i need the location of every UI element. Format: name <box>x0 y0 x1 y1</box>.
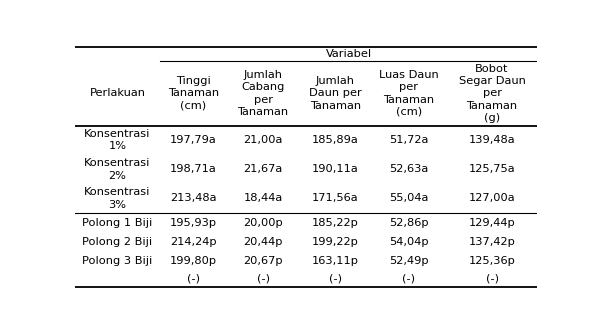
Text: 20,00p: 20,00p <box>243 217 283 227</box>
Text: 21,67a: 21,67a <box>244 164 283 174</box>
Text: Konsentrasi
1%: Konsentrasi 1% <box>84 129 150 151</box>
Text: 185,89a: 185,89a <box>312 135 359 145</box>
Text: 198,71a: 198,71a <box>170 164 217 174</box>
Text: 195,93p: 195,93p <box>170 217 217 227</box>
Text: 52,49p: 52,49p <box>389 256 429 265</box>
Text: 127,00a: 127,00a <box>469 193 515 204</box>
Text: Polong 3 Biji: Polong 3 Biji <box>82 256 153 265</box>
Text: 125,36p: 125,36p <box>469 256 515 265</box>
Text: Konsentrasi
3%: Konsentrasi 3% <box>84 187 150 210</box>
Text: 20,67p: 20,67p <box>244 256 283 265</box>
Text: 139,48a: 139,48a <box>469 135 515 145</box>
Text: (-): (-) <box>485 273 498 284</box>
Text: 213,48a: 213,48a <box>170 193 217 204</box>
Text: 199,22p: 199,22p <box>312 237 359 247</box>
Text: 51,72a: 51,72a <box>389 135 429 145</box>
Text: Tinggi
Tanaman
(cm): Tinggi Tanaman (cm) <box>168 76 219 111</box>
Text: Jumlah
Cabang
per
Tanaman: Jumlah Cabang per Tanaman <box>238 70 289 117</box>
Text: Konsentrasi
2%: Konsentrasi 2% <box>84 158 150 180</box>
Text: Variabel: Variabel <box>326 49 372 59</box>
Text: Polong 1 Biji: Polong 1 Biji <box>82 217 153 227</box>
Text: (-): (-) <box>257 273 270 284</box>
Text: Bobot
Segar Daun
per
Tanaman
(g): Bobot Segar Daun per Tanaman (g) <box>458 64 525 123</box>
Text: 214,24p: 214,24p <box>170 237 217 247</box>
Text: 55,04a: 55,04a <box>389 193 429 204</box>
Text: 185,22p: 185,22p <box>312 217 359 227</box>
Text: (-): (-) <box>402 273 416 284</box>
Text: 20,44p: 20,44p <box>244 237 283 247</box>
Text: 163,11p: 163,11p <box>312 256 359 265</box>
Text: Jumlah
Daun per
Tanaman: Jumlah Daun per Tanaman <box>309 76 362 111</box>
Text: (-): (-) <box>329 273 342 284</box>
Text: (-): (-) <box>187 273 200 284</box>
Text: 171,56a: 171,56a <box>312 193 359 204</box>
Text: Luas Daun
per
Tanaman
(cm): Luas Daun per Tanaman (cm) <box>379 70 439 117</box>
Text: 199,80p: 199,80p <box>170 256 217 265</box>
Text: Polong 2 Biji: Polong 2 Biji <box>82 237 152 247</box>
Text: Perlakuan: Perlakuan <box>90 88 146 98</box>
Text: 125,75a: 125,75a <box>469 164 515 174</box>
Text: 54,04p: 54,04p <box>389 237 429 247</box>
Text: 190,11a: 190,11a <box>312 164 359 174</box>
Text: 129,44p: 129,44p <box>469 217 515 227</box>
Text: 52,63a: 52,63a <box>389 164 429 174</box>
Text: 137,42p: 137,42p <box>469 237 515 247</box>
Text: 21,00a: 21,00a <box>244 135 283 145</box>
Text: 18,44a: 18,44a <box>244 193 283 204</box>
Text: 197,79a: 197,79a <box>170 135 217 145</box>
Text: 52,86p: 52,86p <box>389 217 429 227</box>
